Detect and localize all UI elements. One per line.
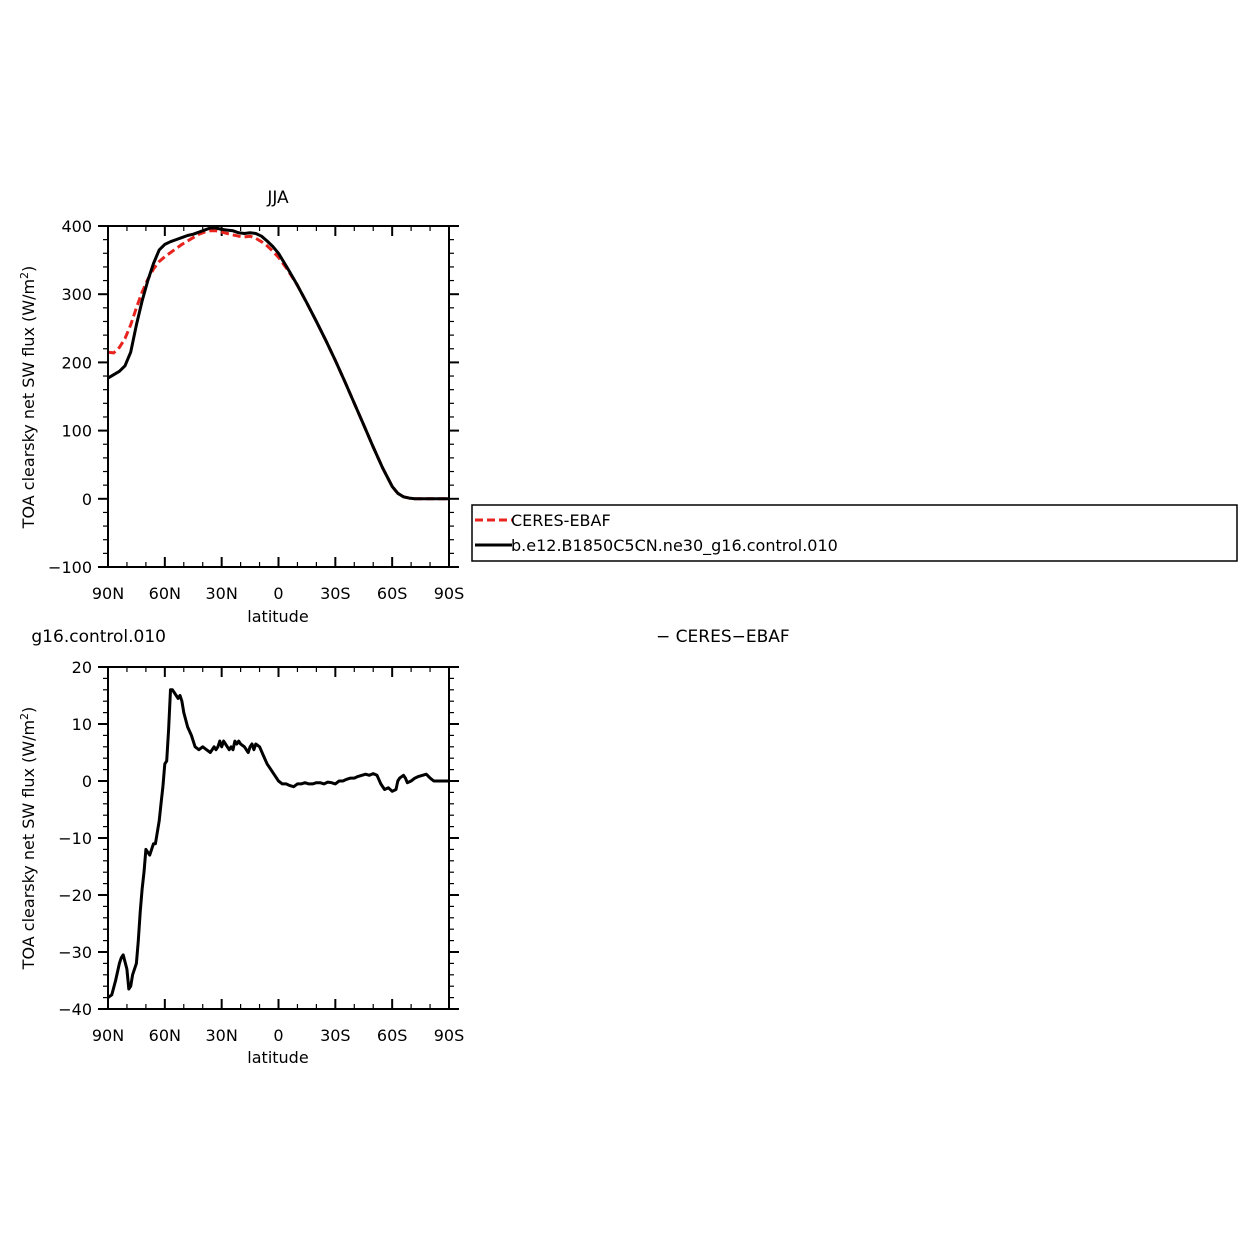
y-tick-label: 200 [61,353,92,372]
x-tick-label: 90S [434,1026,465,1045]
x-tick-label: 30S [320,1026,351,1045]
x-tick-label: 90N [92,1026,124,1045]
y-tick-label: −10 [58,829,92,848]
y-tick-label: 300 [61,285,92,304]
x-tick-label: 90S [434,584,465,603]
y-tick-label: −40 [58,1000,92,1019]
x-tick-label: 90N [92,584,124,603]
y-tick-label: 20 [72,658,92,677]
y-tick-label: −30 [58,943,92,962]
x-tick-label: 60S [377,1026,408,1045]
legend-label-model: b.e12.B1850C5CN.ne30_g16.control.010 [511,536,838,556]
bottom-panel-ticks: 90N 60N 30N 0 30S 60S 90S −40 −30 −20 −10 0 10 20 [58,658,464,1045]
x-tick-label: 60S [377,584,408,603]
y-tick-label: 400 [61,217,92,236]
x-tick-label: 30N [206,584,238,603]
y-tick-label: 0 [82,772,92,791]
bottom-panel-series [107,688,449,999]
y-tick-label: 0 [82,490,92,509]
x-tick-label: 60N [149,1026,181,1045]
x-tick-label: 0 [273,584,283,603]
top-series-line-ceres [107,229,449,501]
y-tick-label: −20 [58,886,92,905]
x-tick-label: 0 [273,1026,283,1045]
bottom-panel: g16.control.010 − CERES−EBAF TOA clearsk… [18,627,790,1067]
top-panel-frame [107,225,450,568]
y-tick-label: 10 [72,715,92,734]
top-panel-xlabel: latitude [247,607,308,626]
y-tick-label: 100 [61,422,92,441]
legend: CERES-EBAF b.e12.B1850C5CN.ne30_g16.cont… [471,504,1238,562]
bottom-panel-frame [107,666,450,1010]
bottom-panel-title-right: − CERES−EBAF [656,627,790,647]
y-tick-label: −100 [48,558,92,577]
bottom-series-line-model [107,688,449,999]
top-panel-title: JJA [266,188,289,208]
x-tick-label: 60N [149,584,181,603]
bottom-panel-title-left: g16.control.010 [31,627,166,647]
top-panel-ylabel: TOA clearsky net SW flux (W/m2) [18,266,38,530]
top-panel-ticks: 90N 60N 30N 0 30S 60S 90S −100 0 100 200 300 400 [48,217,464,603]
bottom-panel-xlabel: latitude [247,1048,308,1067]
x-tick-label: 30S [320,584,351,603]
legend-label-ceres: CERES-EBAF [511,511,611,530]
top-panel-series [107,226,449,501]
bottom-panel-ylabel: TOA clearsky net SW flux (W/m2) [18,707,38,971]
top-panel: JJA TOA clearsky net SW flux (W/m2) lati… [18,188,464,626]
top-series-line-model [107,226,449,501]
x-tick-label: 30N [206,1026,238,1045]
legend-box [471,504,1238,562]
